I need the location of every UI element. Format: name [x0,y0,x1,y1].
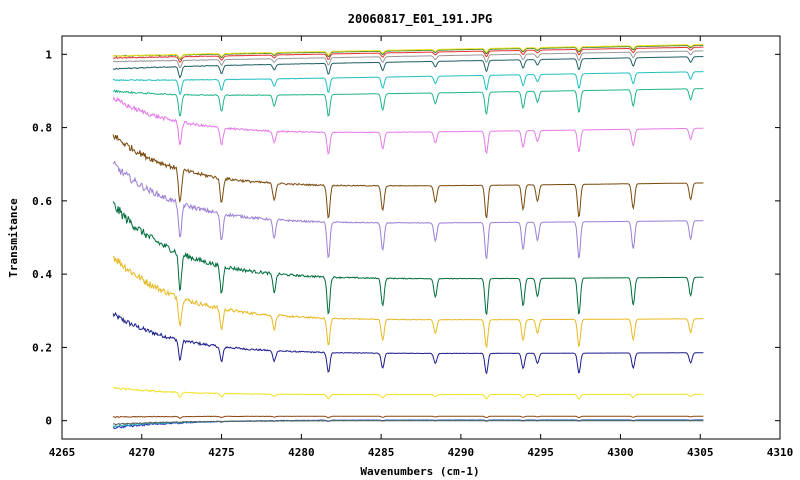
y-tick-label: 0.6 [32,195,52,208]
series-line-12 [112,44,704,61]
x-ticks: 4265 4270 4275 4280 4285 4290 4295 4300 4305 4310 [49,36,794,459]
x-tick-label: 4305 [687,446,714,459]
series-line-3 [112,201,704,315]
series-line-9 [112,56,704,79]
series-line-11 [113,46,704,63]
x-tick-label: 4310 [767,446,794,459]
plot-frame [61,35,781,440]
series-line-7 [112,88,704,117]
y-ticks: 0 0.2 0.4 0.6 0.8 1 [32,48,780,428]
series-line-18 [112,420,704,426]
x-tick-label: 4265 [49,446,76,459]
x-tick-label: 4285 [368,446,395,459]
series-line-14 [112,386,704,400]
y-axis-label: Transmitance [7,198,20,278]
x-tick-label: 4275 [208,446,235,459]
series-line-8 [112,71,704,95]
y-tick-label: 0.4 [32,268,52,281]
series-line-5 [112,134,704,219]
series-line-15 [113,415,704,419]
series-line-1 [112,311,704,375]
x-tick-label: 4290 [448,446,475,459]
y-tick-label: 0.2 [32,341,52,354]
series-line-2 [112,255,704,349]
series-line-6 [112,96,704,155]
x-tick-label: 4295 [527,446,554,459]
x-tick-label: 4280 [288,446,315,459]
series-line-13 [112,44,704,59]
y-tick-label: 0 [45,415,52,428]
x-tick-label: 4300 [607,446,634,459]
y-tick-label: 1 [45,48,52,61]
series-group [112,44,704,430]
x-axis-label: Wavenumbers (cm-1) [360,465,479,478]
y-tick-label: 0.8 [32,122,52,135]
x-tick-label: 4270 [129,446,156,459]
series-line-4 [112,160,704,259]
chart-title: 20060817_E01_191.JPG [348,12,493,27]
series-line-10 [112,50,704,69]
